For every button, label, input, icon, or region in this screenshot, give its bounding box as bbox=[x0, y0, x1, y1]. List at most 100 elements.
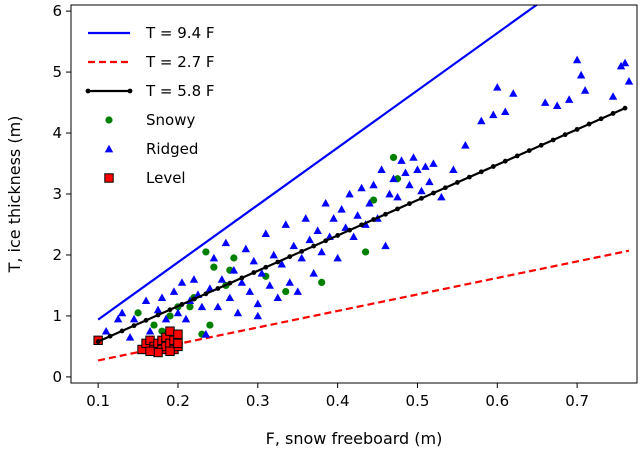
data-point-4-78 bbox=[489, 110, 498, 119]
legend-label: Level bbox=[146, 169, 186, 187]
data-point-4-30 bbox=[257, 269, 266, 277]
legend-item: T = 5.8 F bbox=[85, 82, 215, 100]
x-tick-label: 0.1 bbox=[86, 392, 110, 410]
series-marker-2-28 bbox=[431, 190, 436, 196]
data-point-3-6 bbox=[202, 248, 210, 256]
data-point-4-54 bbox=[353, 211, 362, 219]
legend-swatch bbox=[105, 116, 113, 124]
data-point-4-17 bbox=[209, 253, 219, 262]
x-tick-label: 0.4 bbox=[326, 392, 350, 410]
data-point-4-63 bbox=[389, 174, 398, 183]
series-marker-2-2 bbox=[119, 328, 125, 334]
x-tick-label: 0.7 bbox=[565, 392, 589, 410]
data-point-4-0 bbox=[117, 308, 127, 317]
x-axis-label: F, snow freeboard (m) bbox=[266, 429, 443, 448]
data-point-4-7 bbox=[169, 287, 179, 295]
data-point-4-50 bbox=[337, 205, 346, 213]
data-point-4-89 bbox=[616, 61, 626, 70]
series-line-0 bbox=[97, 5, 539, 321]
series-marker-2-27 bbox=[419, 195, 424, 201]
data-point-4-66 bbox=[401, 168, 410, 177]
data-point-4-8 bbox=[173, 308, 183, 317]
data-point-3-4 bbox=[186, 303, 194, 311]
data-point-3-17 bbox=[389, 153, 398, 162]
data-point-4-80 bbox=[501, 107, 510, 116]
data-point-4-10 bbox=[181, 314, 191, 323]
data-point-4-61 bbox=[381, 241, 390, 250]
series-marker-2-20 bbox=[335, 233, 341, 238]
data-point-4-40 bbox=[297, 253, 306, 262]
series-marker-2-13 bbox=[251, 270, 257, 275]
data-point-4-44 bbox=[313, 226, 322, 234]
series-marker-2-17 bbox=[299, 248, 305, 254]
legend-swatch bbox=[104, 173, 114, 183]
data-point-4-2 bbox=[141, 296, 151, 305]
y-tick-label: 5 bbox=[52, 63, 62, 81]
data-point-4-34 bbox=[273, 293, 282, 302]
data-point-5-16 bbox=[173, 329, 183, 339]
data-point-4-62 bbox=[385, 189, 394, 198]
x-tick-label: 0.2 bbox=[166, 392, 190, 410]
series-marker-2-19 bbox=[323, 238, 329, 244]
series-marker-2-16 bbox=[287, 254, 293, 260]
data-point-4-85 bbox=[572, 55, 582, 64]
series-marker-2-30 bbox=[454, 180, 460, 185]
data-point-4-82 bbox=[540, 98, 550, 106]
data-point-4-53 bbox=[349, 232, 358, 241]
data-point-4-36 bbox=[281, 220, 290, 228]
data-point-3-1 bbox=[150, 321, 158, 329]
series-marker-2-0 bbox=[95, 339, 101, 344]
data-point-4-35 bbox=[277, 259, 286, 268]
series-marker-2-41 bbox=[586, 121, 592, 127]
series-marker-2-23 bbox=[371, 217, 376, 222]
data-point-4-83 bbox=[552, 101, 562, 109]
x-tick-label: 0.3 bbox=[246, 392, 270, 410]
data-point-4-86 bbox=[576, 70, 586, 79]
series-marker-2-38 bbox=[550, 137, 556, 143]
series-marker-2-15 bbox=[275, 259, 281, 265]
data-point-4-68 bbox=[409, 153, 418, 161]
data-point-4-52 bbox=[345, 189, 354, 198]
data-point-4-88 bbox=[608, 92, 618, 100]
series-marker-2-44 bbox=[622, 105, 628, 111]
data-point-4-87 bbox=[580, 86, 590, 94]
data-point-4-64 bbox=[393, 192, 402, 201]
y-tick-label: 4 bbox=[52, 124, 62, 142]
y-tick-label: 0 bbox=[52, 368, 62, 386]
y-tick-label: 3 bbox=[52, 185, 62, 203]
legend-label: Ridged bbox=[146, 140, 198, 158]
data-point-4-37 bbox=[285, 278, 294, 286]
series-marker-2-34 bbox=[502, 158, 508, 164]
data-point-3-0 bbox=[134, 309, 142, 317]
data-point-4-43 bbox=[309, 269, 318, 277]
data-point-4-60 bbox=[377, 165, 386, 173]
legend-label: T = 9.4 F bbox=[145, 24, 215, 42]
data-point-4-21 bbox=[225, 293, 235, 302]
data-point-4-24 bbox=[237, 278, 247, 286]
y-tick-label: 1 bbox=[52, 307, 62, 325]
series-marker-2-24 bbox=[383, 211, 388, 217]
series-marker-2-33 bbox=[490, 164, 496, 169]
data-point-4-77 bbox=[477, 116, 486, 125]
series-marker-2-35 bbox=[514, 153, 520, 159]
series-marker-2-3 bbox=[131, 323, 137, 329]
data-point-4-67 bbox=[405, 180, 414, 189]
series-marker-2-32 bbox=[478, 169, 484, 175]
data-point-3-11 bbox=[230, 254, 238, 262]
data-point-4-75 bbox=[449, 165, 458, 173]
data-point-4-41 bbox=[301, 214, 310, 222]
data-point-4-26 bbox=[245, 287, 255, 295]
data-point-4-33 bbox=[269, 250, 278, 259]
data-point-5-12 bbox=[165, 326, 175, 336]
series-marker-2-4 bbox=[143, 317, 149, 323]
legend-item: Level bbox=[104, 169, 186, 187]
legend-item: T = 2.7 F bbox=[88, 53, 215, 71]
data-point-5-19 bbox=[165, 346, 175, 356]
data-point-4-79 bbox=[493, 83, 502, 91]
data-point-4-72 bbox=[425, 177, 434, 186]
data-point-4-84 bbox=[564, 95, 574, 103]
series-marker-2-31 bbox=[466, 174, 472, 180]
data-point-4-15 bbox=[201, 330, 211, 338]
data-point-4-70 bbox=[417, 186, 426, 195]
